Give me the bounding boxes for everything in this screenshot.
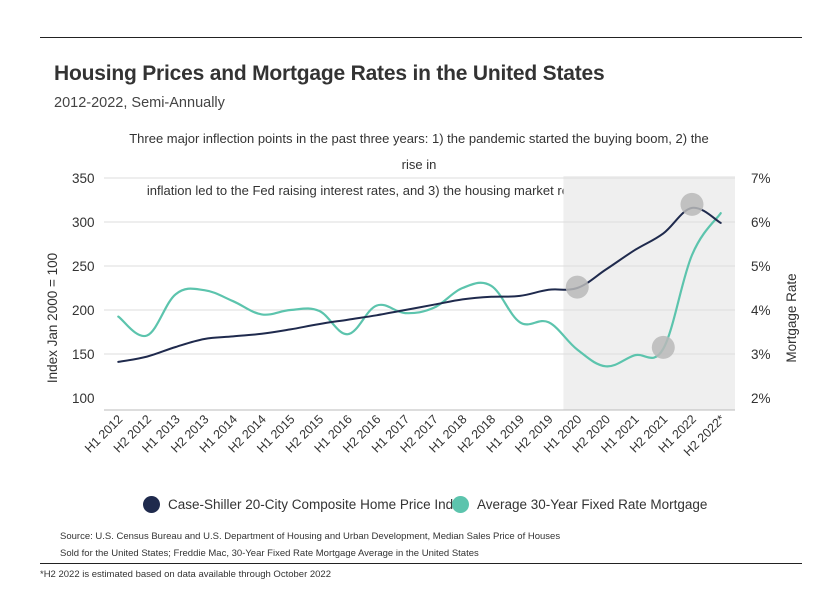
legend-item-mortgage-rate: Average 30-Year Fixed Rate Mortgage bbox=[452, 496, 707, 513]
y-tick-label-left: 100 bbox=[72, 391, 95, 406]
top-rule bbox=[40, 37, 802, 38]
annotation-line-2: inflation led to the Fed raising interes… bbox=[146, 183, 692, 198]
source-line-1: Source: U.S. Census Bureau and U.S. Depa… bbox=[60, 531, 561, 542]
bottom-rule bbox=[40, 563, 802, 564]
chart-area: 100 150 200 250 300 350 2% 3% 4% 5% 6% 7% Index Jan … bbox=[45, 171, 799, 459]
chart-subtitle: 2012-2022, Semi-Annually bbox=[54, 95, 225, 111]
source-line-2: Sold for the United States; Freddie Mac,… bbox=[60, 548, 479, 559]
y-tick-label-left: 200 bbox=[72, 303, 95, 318]
footnote: *H2 2022 is estimated based on data avai… bbox=[40, 569, 332, 580]
y-axis-title-right: Mortgage Rate bbox=[784, 273, 799, 362]
highlight-band bbox=[563, 176, 735, 410]
legend-swatch-mortgage-rate bbox=[452, 496, 469, 513]
inflection-point-marker bbox=[651, 335, 675, 359]
y-tick-label-right: 3% bbox=[751, 347, 771, 362]
legend-label-price-index: Case-Shiller 20-City Composite Home Pric… bbox=[168, 497, 468, 512]
y-tick-label-right: 7% bbox=[751, 171, 771, 186]
chart-annotation: Three major inflection points in the pas… bbox=[120, 126, 718, 204]
y-tick-label-right: 6% bbox=[751, 215, 771, 230]
legend-label-mortgage-rate: Average 30-Year Fixed Rate Mortgage bbox=[477, 497, 708, 512]
y-tick-label-right: 5% bbox=[751, 259, 771, 274]
legend-item-price-index: Case-Shiller 20-City Composite Home Pric… bbox=[143, 496, 467, 513]
y-tick-label-left: 350 bbox=[72, 171, 95, 186]
y-tick-label-left: 250 bbox=[72, 259, 95, 274]
series-line-mortgage-rate bbox=[117, 212, 722, 368]
inflection-point-marker bbox=[565, 275, 589, 299]
annotation-line-1: Three major inflection points in the pas… bbox=[129, 131, 709, 172]
chart-title: Housing Prices and Mortgage Rates in the… bbox=[54, 62, 605, 85]
inflection-point-marker bbox=[680, 192, 704, 216]
y-tick-label-left: 300 bbox=[72, 215, 95, 230]
y-tick-label-right: 4% bbox=[751, 303, 771, 318]
y-axis-title-left: Index Jan 2000 = 100 bbox=[45, 253, 60, 383]
series-line-price-index bbox=[117, 206, 722, 363]
y-tick-label-left: 150 bbox=[72, 347, 95, 362]
y-tick-label-right: 2% bbox=[751, 391, 771, 406]
legend-swatch-price-index bbox=[143, 496, 160, 513]
